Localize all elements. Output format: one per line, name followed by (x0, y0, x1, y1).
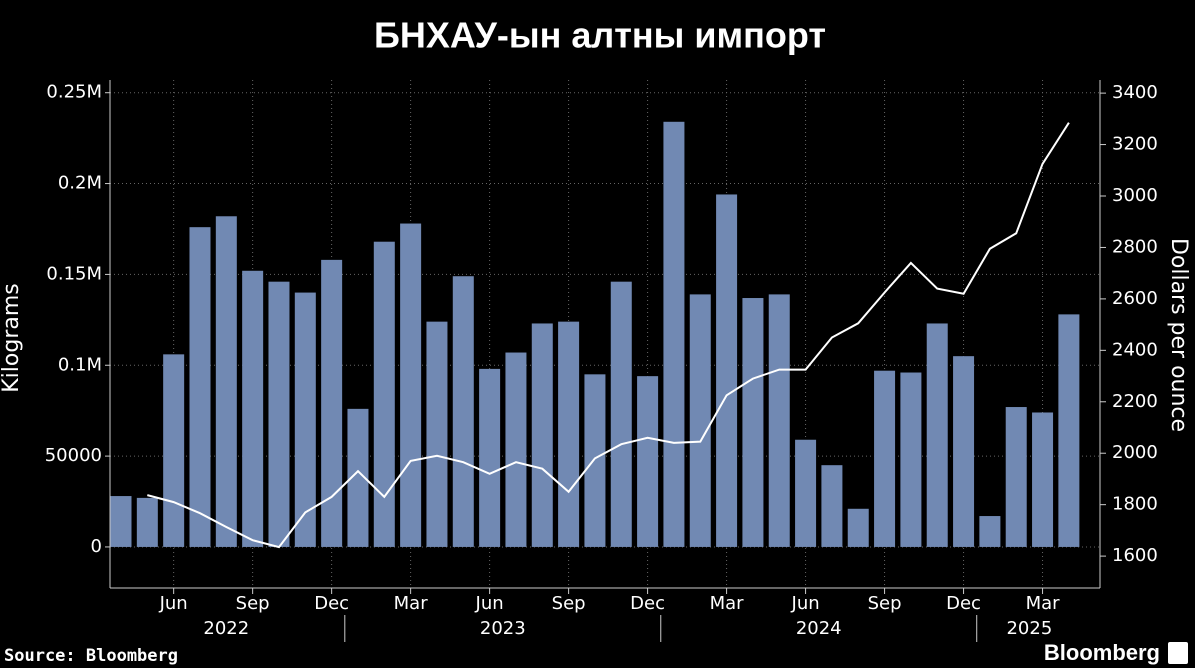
y2-tick-label: 2200 (1112, 391, 1158, 412)
bar (821, 465, 843, 547)
bar (215, 216, 237, 547)
bar (347, 408, 369, 547)
bar (505, 352, 527, 547)
y2-tick-label: 1800 (1112, 494, 1158, 515)
year-label: 2024 (796, 618, 842, 639)
bar (584, 374, 606, 547)
chart-title: БНХАУ-ын алтны импорт (374, 15, 826, 56)
y2-tick-label: 2800 (1112, 236, 1158, 257)
y-tick-label: 0 (91, 536, 102, 557)
bar (637, 376, 659, 547)
bar (689, 294, 711, 547)
bar (189, 227, 211, 547)
year-label: 2023 (480, 618, 526, 639)
y2-tick-label: 1600 (1112, 545, 1158, 566)
x-tick-label: Jun (475, 593, 504, 614)
bar (953, 356, 975, 547)
y2-tick-label: 2600 (1112, 288, 1158, 309)
x-tick-label: Dec (630, 593, 665, 614)
bar (479, 368, 501, 547)
year-label: 2022 (203, 618, 249, 639)
bar (452, 276, 474, 547)
bar (426, 321, 448, 547)
y-tick-label: 0.1M (58, 354, 102, 375)
bar (531, 323, 553, 547)
y-tick-label: 0.25M (46, 82, 102, 103)
x-tick-label: Dec (946, 593, 981, 614)
y-tick-label: 0.2M (58, 173, 102, 194)
bar (979, 516, 1001, 547)
bar (268, 281, 290, 547)
y2-tick-label: 3400 (1112, 82, 1158, 103)
bar (610, 281, 632, 547)
bar (847, 508, 869, 547)
x-tick-label: Sep (552, 593, 586, 614)
year-label: 2025 (1006, 618, 1052, 639)
bar (795, 439, 817, 547)
bar (742, 298, 764, 547)
bar (926, 323, 948, 547)
y2-tick-label: 3000 (1112, 185, 1158, 206)
bar (1058, 314, 1080, 547)
y-tick-label: 0.15M (46, 263, 102, 284)
x-tick-label: Mar (1026, 593, 1061, 614)
bar (373, 241, 395, 547)
x-tick-label: Sep (868, 593, 902, 614)
bar (874, 370, 896, 547)
bar (1005, 407, 1027, 547)
brand-logo (1168, 642, 1188, 664)
bar (768, 294, 790, 547)
bar (110, 496, 132, 547)
x-tick-label: Sep (236, 593, 270, 614)
source: Source: Bloomberg (4, 646, 178, 666)
y2-tick-label: 3200 (1112, 134, 1158, 155)
x-tick-label: Jun (159, 593, 188, 614)
y2-axis-label: Dollars per ounce (1166, 238, 1191, 432)
bar (716, 194, 738, 547)
x-tick-label: Dec (314, 593, 349, 614)
bar (900, 372, 922, 547)
bar (321, 259, 343, 547)
y-tick-label: 50000 (45, 445, 102, 466)
bar (163, 354, 185, 547)
y2-tick-label: 2000 (1112, 442, 1158, 463)
y2-tick-label: 2400 (1112, 339, 1158, 360)
bar (400, 223, 422, 547)
brand: Bloomberg (1044, 640, 1160, 665)
bar (242, 270, 264, 547)
y-axis-label: Kilograms (0, 283, 24, 393)
x-tick-label: Mar (394, 593, 429, 614)
line (147, 122, 1070, 549)
bar (136, 497, 158, 547)
x-tick-label: Jun (791, 593, 820, 614)
bar (294, 292, 316, 547)
bar (663, 121, 685, 547)
bar (558, 321, 580, 547)
x-tick-label: Mar (710, 593, 745, 614)
bar (1032, 412, 1054, 547)
